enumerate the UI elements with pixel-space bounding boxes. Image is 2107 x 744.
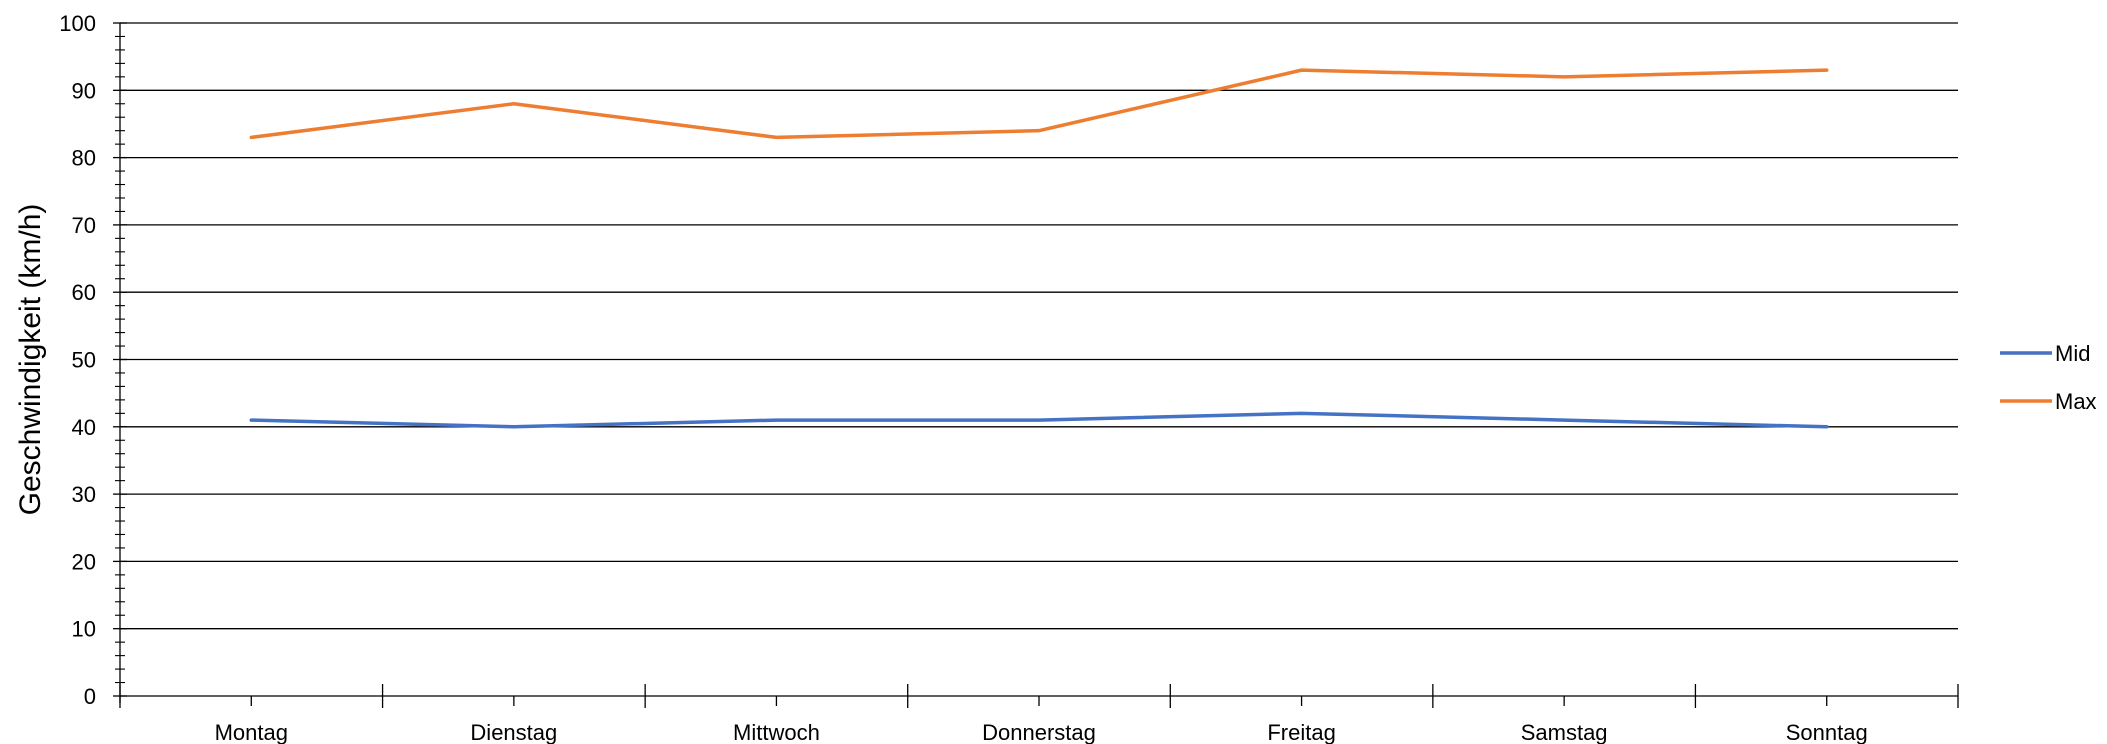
y-axis-title: Geschwindigkeit (km/h): [14, 204, 47, 516]
x-tick-label: Samstag: [1521, 720, 1608, 744]
series-line-max: [249, 68, 1829, 140]
y-tick-label: 60: [72, 280, 96, 305]
x-tick-label: Donnerstag: [982, 720, 1096, 744]
legend: Mid Max: [2000, 341, 2097, 414]
series-line-mid: [249, 411, 1829, 429]
y-tick-label: 70: [72, 213, 96, 238]
y-tick-label: 90: [72, 78, 96, 103]
y-tick-label: 80: [72, 146, 96, 171]
y-tick-label: 50: [72, 348, 96, 373]
x-tick-label: Sonntag: [1786, 720, 1868, 744]
y-tick-label: 10: [72, 617, 96, 642]
x-tick-label: Freitag: [1267, 720, 1335, 744]
axes: 0 10 20 30 40 50 60 70 80 90 100 Montag Dienstag Mitt…: [59, 11, 1959, 744]
legend-label-max: Max: [2055, 389, 2097, 414]
gridlines: [120, 22, 1958, 630]
series-lines: [249, 68, 1829, 429]
y-tick-label: 100: [59, 11, 96, 36]
y-tick-label: 40: [72, 415, 96, 440]
x-tick-label: Dienstag: [470, 720, 557, 744]
x-tick-label: Mittwoch: [733, 720, 820, 744]
x-tick-label: Montag: [215, 720, 288, 744]
y-tick-label: 30: [72, 482, 96, 507]
legend-label-mid: Mid: [2055, 341, 2090, 366]
y-tick-label: 20: [72, 549, 96, 574]
y-tick-label: 0: [84, 684, 96, 709]
